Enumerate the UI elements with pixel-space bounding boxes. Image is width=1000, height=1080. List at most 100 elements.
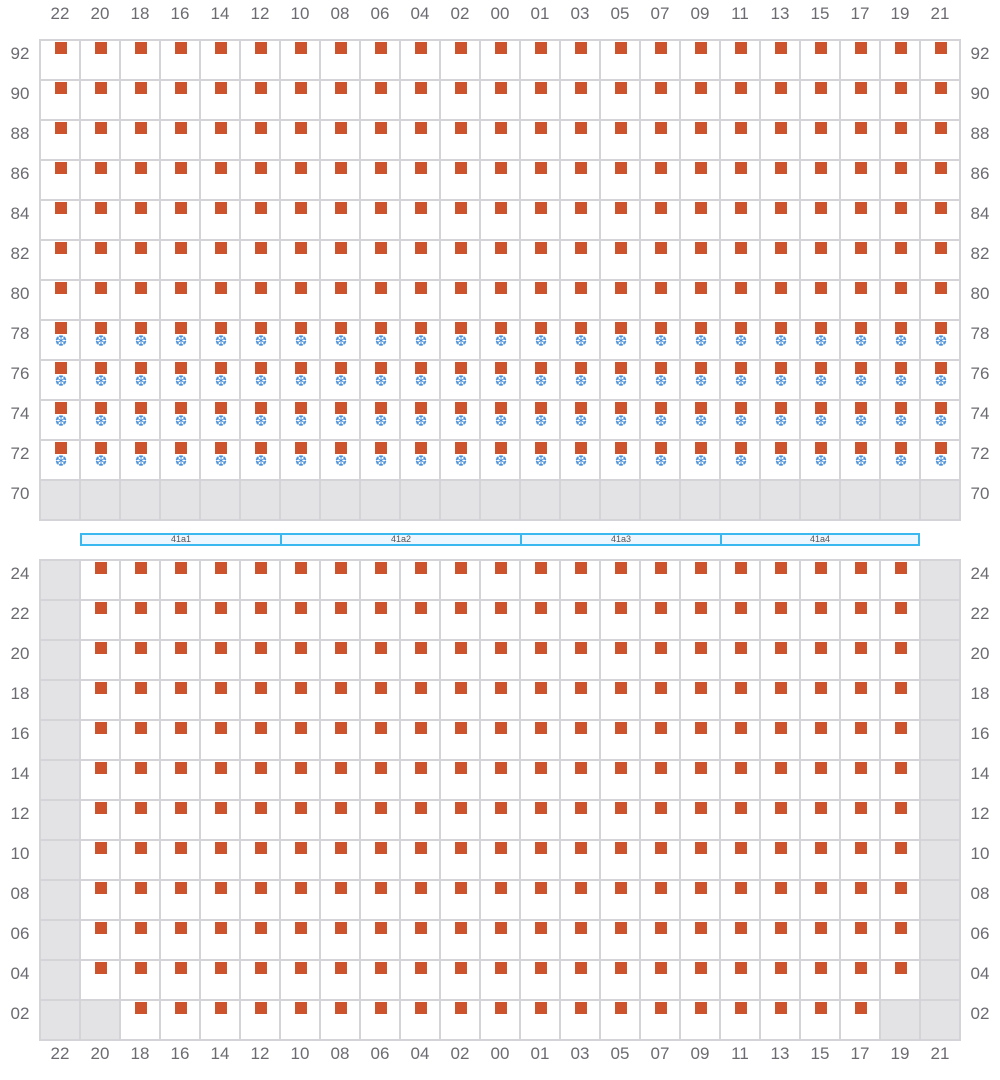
grid-cell[interactable]: ❆ (320, 400, 360, 440)
grid-cell[interactable]: ❆ (760, 400, 800, 440)
marker-icon[interactable] (95, 762, 107, 774)
marker-icon[interactable] (455, 322, 467, 334)
marker-icon[interactable] (495, 802, 507, 814)
marker-icon[interactable] (735, 682, 747, 694)
grid-cell[interactable] (720, 40, 760, 80)
marker-icon[interactable] (495, 762, 507, 774)
grid-cell[interactable] (320, 640, 360, 680)
marker-icon[interactable] (455, 442, 467, 454)
marker-icon[interactable] (95, 602, 107, 614)
grid-cell[interactable] (480, 840, 520, 880)
marker-icon[interactable] (375, 1002, 387, 1014)
marker-icon[interactable] (175, 962, 187, 974)
marker-icon[interactable] (455, 162, 467, 174)
marker-icon[interactable] (215, 642, 227, 654)
grid-cell[interactable] (120, 120, 160, 160)
marker-icon[interactable] (855, 962, 867, 974)
grid-cell[interactable]: ❆ (80, 400, 120, 440)
grid-cell[interactable] (720, 640, 760, 680)
marker-icon[interactable] (855, 722, 867, 734)
marker-icon[interactable] (815, 402, 827, 414)
grid-cell[interactable] (200, 720, 240, 760)
grid-cell[interactable] (320, 720, 360, 760)
marker-icon[interactable] (375, 722, 387, 734)
grid-cell[interactable]: ❆ (440, 440, 480, 480)
grid-cell[interactable] (80, 880, 120, 920)
grid-cell[interactable]: ❆ (400, 440, 440, 480)
grid-cell[interactable] (760, 640, 800, 680)
grid-cell[interactable] (280, 240, 320, 280)
grid-cell[interactable] (80, 800, 120, 840)
grid-cell[interactable] (400, 600, 440, 640)
marker-icon[interactable] (295, 802, 307, 814)
grid-cell[interactable] (440, 600, 480, 640)
grid-cell[interactable] (200, 640, 240, 680)
marker-icon[interactable] (455, 602, 467, 614)
grid-cell[interactable] (400, 80, 440, 120)
marker-icon[interactable] (735, 642, 747, 654)
grid-cell[interactable] (680, 600, 720, 640)
grid-cell[interactable] (280, 40, 320, 80)
marker-icon[interactable] (495, 82, 507, 94)
grid-cell[interactable] (760, 280, 800, 320)
marker-icon[interactable] (815, 922, 827, 934)
marker-icon[interactable] (455, 202, 467, 214)
marker-icon[interactable] (295, 962, 307, 974)
grid-cell[interactable]: ❆ (360, 400, 400, 440)
grid-cell[interactable] (840, 1000, 880, 1040)
grid-cell[interactable]: ❆ (920, 360, 960, 400)
marker-icon[interactable] (855, 282, 867, 294)
marker-icon[interactable] (95, 122, 107, 134)
marker-icon[interactable] (855, 802, 867, 814)
grid-cell[interactable] (480, 200, 520, 240)
grid-cell[interactable] (560, 120, 600, 160)
grid-cell[interactable] (840, 960, 880, 1000)
marker-icon[interactable] (375, 82, 387, 94)
marker-icon[interactable] (895, 82, 907, 94)
marker-icon[interactable] (615, 122, 627, 134)
grid-cell[interactable] (600, 200, 640, 240)
grid-cell[interactable] (400, 840, 440, 880)
grid-cell[interactable] (680, 840, 720, 880)
marker-icon[interactable] (415, 762, 427, 774)
marker-icon[interactable] (375, 762, 387, 774)
grid-cell[interactable] (440, 720, 480, 760)
grid-cell[interactable] (360, 200, 400, 240)
grid-cell[interactable] (240, 600, 280, 640)
marker-icon[interactable] (855, 162, 867, 174)
marker-icon[interactable] (335, 682, 347, 694)
marker-icon[interactable] (295, 762, 307, 774)
marker-icon[interactable] (655, 642, 667, 654)
grid-cell[interactable] (800, 840, 840, 880)
grid-cell[interactable] (80, 80, 120, 120)
marker-icon[interactable] (455, 962, 467, 974)
marker-icon[interactable] (95, 882, 107, 894)
grid-cell[interactable] (840, 760, 880, 800)
grid-cell[interactable] (120, 840, 160, 880)
marker-icon[interactable] (255, 962, 267, 974)
grid-cell[interactable] (80, 160, 120, 200)
marker-icon[interactable] (575, 82, 587, 94)
marker-icon[interactable] (255, 682, 267, 694)
marker-icon[interactable] (895, 562, 907, 574)
marker-icon[interactable] (535, 242, 547, 254)
grid-cell[interactable] (760, 720, 800, 760)
grid-cell[interactable] (440, 280, 480, 320)
grid-cell[interactable]: ❆ (120, 440, 160, 480)
marker-icon[interactable] (495, 642, 507, 654)
marker-icon[interactable] (255, 242, 267, 254)
marker-icon[interactable] (135, 82, 147, 94)
grid-cell[interactable] (280, 720, 320, 760)
grid-cell[interactable]: ❆ (680, 360, 720, 400)
grid-cell[interactable]: ❆ (400, 360, 440, 400)
grid-cell[interactable] (720, 240, 760, 280)
grid-cell[interactable] (400, 280, 440, 320)
marker-icon[interactable] (775, 802, 787, 814)
marker-icon[interactable] (535, 762, 547, 774)
grid-cell[interactable] (360, 920, 400, 960)
grid-cell[interactable] (160, 120, 200, 160)
marker-icon[interactable] (495, 362, 507, 374)
marker-icon[interactable] (695, 442, 707, 454)
marker-icon[interactable] (855, 82, 867, 94)
grid-cell[interactable] (640, 920, 680, 960)
